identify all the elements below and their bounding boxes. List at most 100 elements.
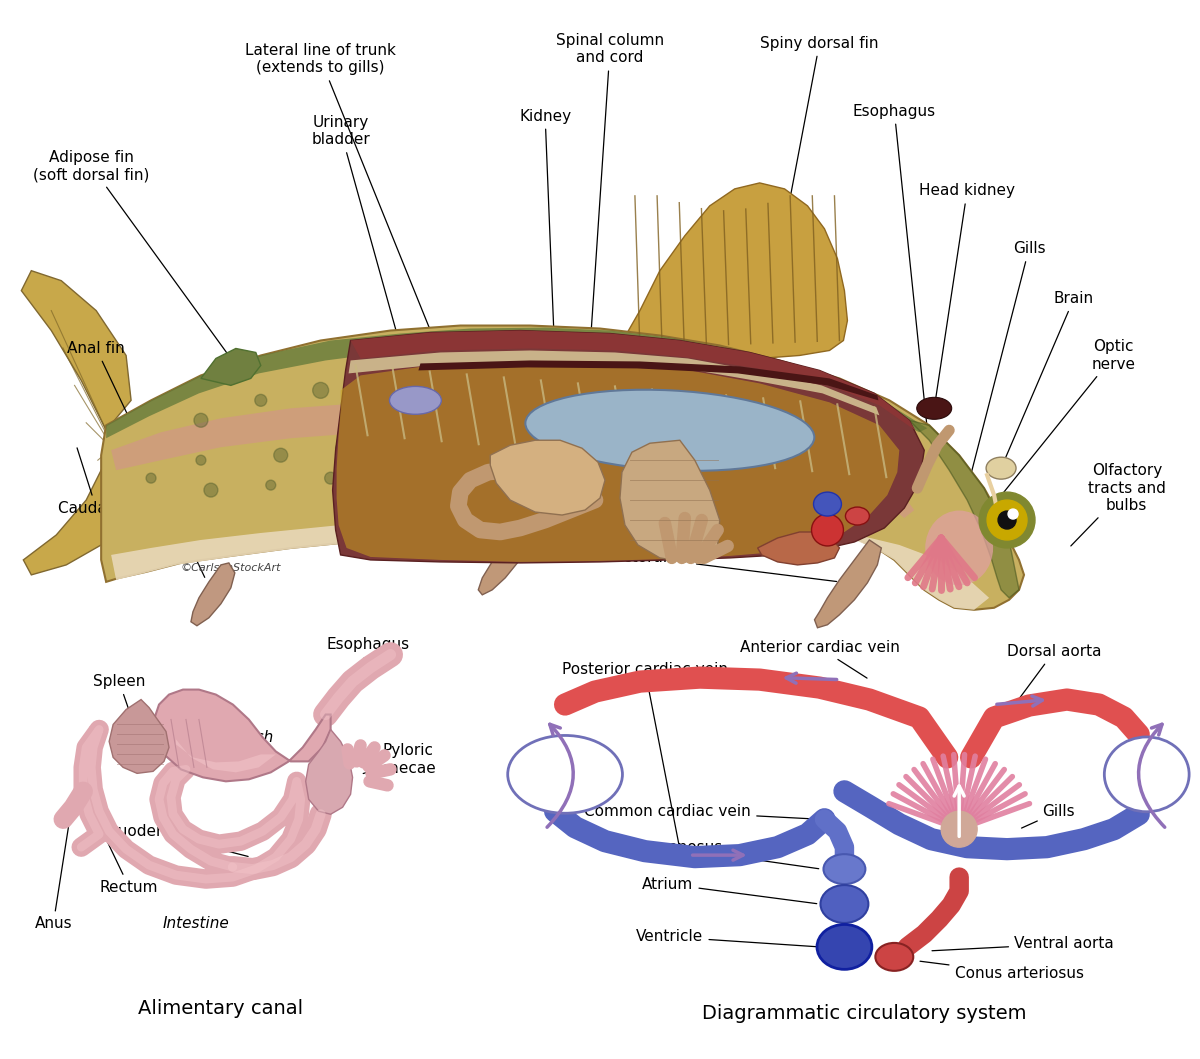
- Text: Atrium: Atrium: [642, 877, 817, 903]
- Text: Liver: Liver: [680, 538, 794, 553]
- Ellipse shape: [986, 457, 1016, 479]
- Circle shape: [194, 413, 208, 427]
- Text: Spiny dorsal fin: Spiny dorsal fin: [761, 36, 878, 198]
- Ellipse shape: [526, 390, 815, 471]
- Polygon shape: [350, 330, 916, 430]
- Polygon shape: [109, 700, 169, 773]
- Polygon shape: [337, 362, 899, 562]
- Polygon shape: [176, 739, 276, 772]
- Circle shape: [554, 462, 566, 474]
- Polygon shape: [191, 563, 235, 626]
- Text: Lateral line of trunk
(extends to gills): Lateral line of trunk (extends to gills): [245, 43, 430, 328]
- Polygon shape: [348, 351, 880, 415]
- Text: Body: Body: [544, 766, 586, 784]
- Text: Alimentary canal: Alimentary canal: [138, 1000, 304, 1019]
- Polygon shape: [306, 730, 353, 814]
- Ellipse shape: [1104, 737, 1189, 812]
- Text: Dorsal aorta: Dorsal aorta: [1007, 644, 1102, 699]
- Text: Pyloric
caecae: Pyloric caecae: [364, 743, 436, 775]
- Text: Gonad: Gonad: [518, 470, 568, 486]
- Text: Adipose fin
(soft dorsal fin): Adipose fin (soft dorsal fin): [32, 149, 229, 356]
- Circle shape: [455, 441, 466, 450]
- Circle shape: [988, 500, 1027, 540]
- Text: Urogenital
opening: Urogenital opening: [259, 429, 338, 537]
- Circle shape: [1008, 509, 1018, 519]
- Text: Sinus venosus: Sinus venosus: [613, 840, 818, 868]
- Circle shape: [274, 448, 288, 462]
- Circle shape: [514, 434, 526, 446]
- Ellipse shape: [811, 514, 844, 546]
- Circle shape: [196, 455, 206, 465]
- Text: Stomach: Stomach: [208, 730, 275, 744]
- Text: Diagrammatic circulatory system: Diagrammatic circulatory system: [702, 1004, 1027, 1023]
- Text: Intestine: Intestine: [542, 520, 648, 538]
- Polygon shape: [479, 530, 526, 595]
- Polygon shape: [106, 327, 928, 438]
- Circle shape: [433, 383, 448, 397]
- Ellipse shape: [814, 492, 841, 516]
- Text: Spleen: Spleen: [92, 675, 145, 737]
- Circle shape: [625, 455, 635, 465]
- Ellipse shape: [917, 397, 952, 419]
- Polygon shape: [154, 689, 331, 782]
- Circle shape: [575, 435, 586, 445]
- Ellipse shape: [508, 735, 623, 813]
- Text: Anterior cardiac vein: Anterior cardiac vein: [739, 641, 900, 678]
- Polygon shape: [112, 515, 989, 610]
- Text: Stomach: Stomach: [638, 490, 706, 505]
- Text: Ventral aorta: Ventral aorta: [932, 936, 1114, 951]
- Text: Caudal fin: Caudal fin: [58, 448, 134, 516]
- Text: Spinal column
and cord: Spinal column and cord: [556, 33, 664, 345]
- Text: Esophagus: Esophagus: [853, 104, 936, 446]
- Text: Anus: Anus: [35, 812, 72, 932]
- Circle shape: [395, 436, 407, 448]
- Circle shape: [313, 382, 329, 398]
- Ellipse shape: [817, 925, 872, 969]
- Text: Kidney: Kidney: [520, 109, 571, 361]
- Circle shape: [265, 480, 276, 490]
- Circle shape: [496, 467, 505, 478]
- Text: Posterior cardiac vein: Posterior cardiac vein: [562, 662, 728, 846]
- Text: Ventricle: Ventricle: [746, 522, 824, 538]
- Polygon shape: [815, 540, 881, 628]
- Text: Conus arteriosus: Conus arteriosus: [920, 962, 1084, 982]
- Text: ©CarlsonStockArt: ©CarlsonStockArt: [181, 563, 281, 573]
- Ellipse shape: [390, 387, 442, 414]
- Polygon shape: [757, 532, 840, 564]
- Ellipse shape: [925, 510, 994, 586]
- Polygon shape: [491, 441, 605, 515]
- Polygon shape: [620, 441, 720, 562]
- Polygon shape: [22, 271, 131, 430]
- Ellipse shape: [875, 943, 913, 971]
- Circle shape: [941, 811, 977, 847]
- Polygon shape: [101, 325, 1024, 610]
- Text: Pelvic fin: Pelvic fin: [386, 470, 493, 553]
- Text: Anal fin: Anal fin: [67, 341, 205, 577]
- Circle shape: [204, 483, 218, 497]
- Text: Head: Head: [1126, 766, 1169, 784]
- Text: Gills: Gills: [1021, 804, 1075, 828]
- Circle shape: [336, 444, 346, 453]
- Text: Atrium: Atrium: [772, 478, 826, 503]
- Circle shape: [254, 394, 266, 407]
- Polygon shape: [112, 400, 914, 518]
- Ellipse shape: [846, 507, 869, 525]
- Polygon shape: [910, 420, 1019, 598]
- Circle shape: [998, 511, 1016, 530]
- Text: Head kidney: Head kidney: [919, 183, 1015, 406]
- Polygon shape: [200, 348, 260, 385]
- Polygon shape: [620, 183, 847, 358]
- Text: Esophagus: Esophagus: [326, 638, 410, 667]
- Polygon shape: [23, 461, 131, 575]
- Circle shape: [374, 379, 386, 392]
- Text: Intestine: Intestine: [162, 916, 229, 932]
- Text: Duodenum: Duodenum: [107, 824, 248, 857]
- Text: Pectoral fin: Pectoral fin: [605, 551, 836, 581]
- Polygon shape: [419, 360, 878, 400]
- Text: Urinary
bladder: Urinary bladder: [311, 114, 415, 398]
- Text: Anus: Anus: [326, 400, 365, 533]
- Ellipse shape: [821, 885, 869, 923]
- Ellipse shape: [823, 855, 865, 884]
- Text: Gills: Gills: [960, 241, 1045, 518]
- Text: Optic
nerve: Optic nerve: [1001, 339, 1136, 496]
